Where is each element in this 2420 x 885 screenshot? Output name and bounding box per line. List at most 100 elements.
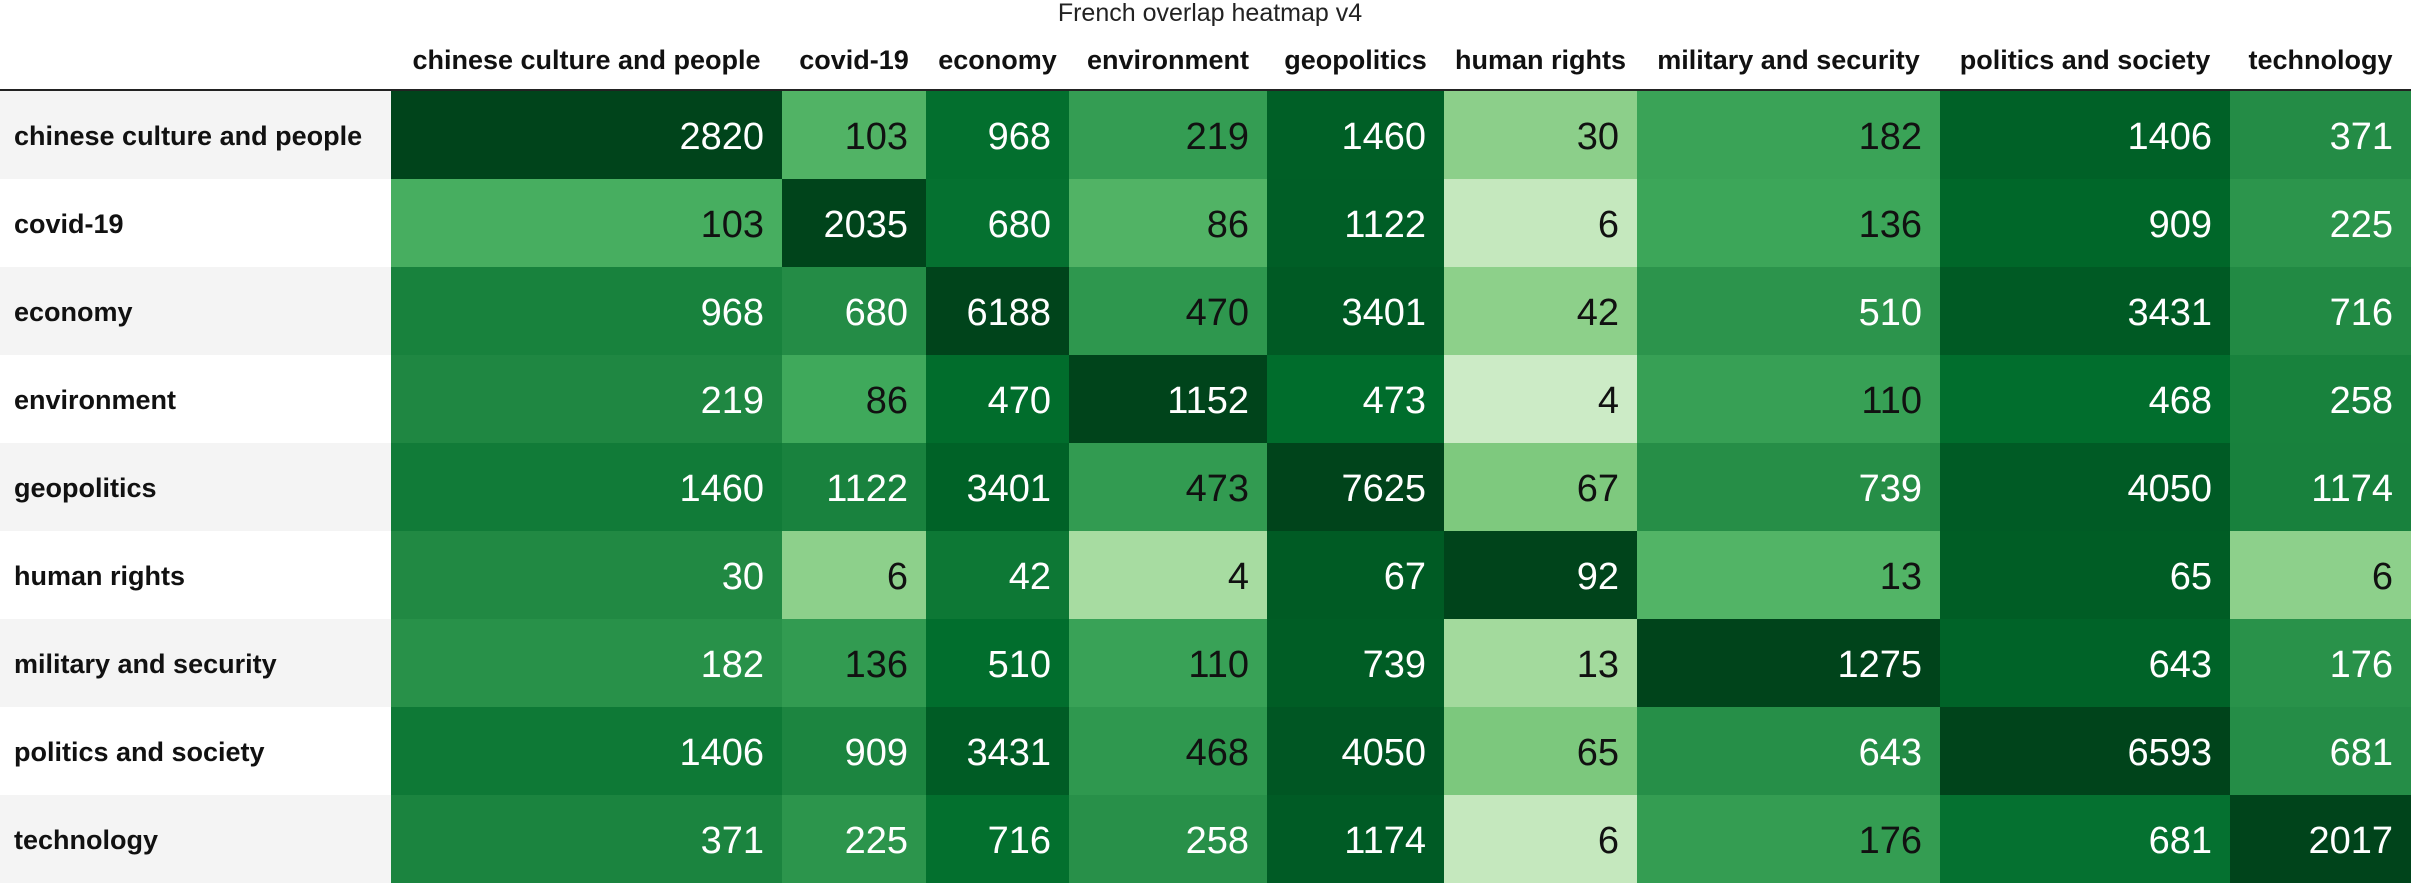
heatmap-cell: [1940, 707, 2230, 795]
column-header: military and security: [1657, 45, 1920, 75]
cell-value-label: 3431: [2127, 292, 2212, 334]
heatmap-cell: [782, 795, 926, 883]
heatmap-cell: [2230, 619, 2411, 707]
heatmap-cell: [391, 531, 782, 619]
heatmap-cell: [2230, 179, 2411, 267]
heatmap-cell: [926, 531, 1069, 619]
cell-value-label: 681: [2149, 820, 2212, 862]
heatmap-cell: [1069, 619, 1267, 707]
heatmap-cell: [1940, 91, 2230, 179]
heatmap-cell: [1637, 91, 1940, 179]
row-header-bg: [0, 619, 391, 707]
cell-value-label: 67: [1384, 556, 1426, 598]
column-header: environment: [1087, 45, 1249, 75]
cell-value-label: 1406: [679, 732, 764, 774]
heatmap-cell: [391, 179, 782, 267]
heatmap-cell: [1940, 795, 2230, 883]
cell-value-label: 103: [701, 204, 764, 246]
row-header-bg: [0, 443, 391, 531]
row-header-bg: [0, 795, 391, 883]
heatmap-cell: [2230, 355, 2411, 443]
cell-value-label: 468: [2149, 380, 2212, 422]
cell-value-label: 42: [1009, 556, 1051, 598]
heatmap-cell: [1940, 179, 2230, 267]
cell-value-label: 6593: [2127, 732, 2212, 774]
cell-value-label: 258: [1186, 820, 1249, 862]
cell-value-label: 86: [866, 380, 908, 422]
cell-value-label: 739: [1363, 644, 1426, 686]
heatmap-cell: [1267, 179, 1444, 267]
cell-value-label: 3431: [966, 732, 1051, 774]
cell-value-label: 6188: [966, 292, 1051, 334]
column-header: human rights: [1455, 45, 1626, 75]
cell-value-label: 739: [1859, 468, 1922, 510]
cell-value-label: 13: [1577, 644, 1619, 686]
heatmap-cell: [1069, 91, 1267, 179]
heatmap-cell: [1637, 531, 1940, 619]
heatmap-cell: [1637, 355, 1940, 443]
cell-value-label: 42: [1577, 292, 1619, 334]
row-header: technology: [14, 825, 158, 855]
heatmap-cell: [1444, 267, 1637, 355]
heatmap-cell: [782, 91, 926, 179]
heatmap-cell: [391, 267, 782, 355]
cell-value-label: 219: [1186, 116, 1249, 158]
heatmap-cell: [926, 707, 1069, 795]
cell-value-label: 136: [1859, 204, 1922, 246]
cell-value-label: 182: [701, 644, 764, 686]
cell-value-label: 1174: [2311, 468, 2393, 510]
heatmap-cell: [926, 443, 1069, 531]
cell-value-label: 371: [2330, 116, 2393, 158]
cell-value-label: 86: [1207, 204, 1249, 246]
column-header: politics and society: [1960, 45, 2211, 75]
cell-value-label: 680: [988, 204, 1051, 246]
heatmap-cell: [1637, 179, 1940, 267]
cell-value-label: 1406: [2127, 116, 2212, 158]
heatmap-cell: [926, 91, 1069, 179]
cell-value-label: 1460: [1341, 116, 1426, 158]
heatmap-cell: [1940, 267, 2230, 355]
cell-value-label: 1152: [1167, 380, 1249, 422]
row-header: military and security: [14, 649, 277, 679]
cell-value-label: 473: [1363, 380, 1426, 422]
cell-value-label: 371: [701, 820, 764, 862]
heatmap-cell: [1637, 443, 1940, 531]
heatmap-cell: [391, 795, 782, 883]
cell-value-label: 468: [1186, 732, 1249, 774]
cell-value-label: 6: [1598, 820, 1619, 862]
cell-value-label: 7625: [1341, 468, 1426, 510]
cell-value-label: 968: [988, 116, 1051, 158]
heatmap-cell: [1069, 531, 1267, 619]
heatmap-cell: [1444, 91, 1637, 179]
heatmap-cell: [1637, 619, 1940, 707]
cell-value-label: 680: [845, 292, 908, 334]
cell-value-label: 1122: [826, 468, 908, 510]
cell-value-label: 65: [1577, 732, 1619, 774]
column-header: chinese culture and people: [412, 45, 760, 75]
heatmap-cell: [1267, 355, 1444, 443]
heatmap-cell: [391, 355, 782, 443]
column-header: covid-19: [799, 45, 909, 75]
heatmap-cell: [391, 619, 782, 707]
cell-value-label: 136: [845, 644, 908, 686]
cell-value-label: 6: [1598, 204, 1619, 246]
cell-value-label: 176: [1859, 820, 1922, 862]
heatmap-cell: [1069, 355, 1267, 443]
heatmap-cell: [782, 355, 926, 443]
heatmap-cell: [1267, 707, 1444, 795]
cell-value-label: 2035: [823, 204, 908, 246]
heatmap-cell: [2230, 267, 2411, 355]
heatmap-cell: [782, 531, 926, 619]
row-header: geopolitics: [14, 473, 157, 503]
cell-value-label: 30: [1577, 116, 1619, 158]
row-header: environment: [14, 385, 176, 415]
cell-value-label: 1275: [1837, 644, 1922, 686]
row-header-bg: [0, 91, 391, 179]
row-header-bg: [0, 531, 391, 619]
row-header: politics and society: [14, 737, 265, 767]
heatmap-cell: [782, 179, 926, 267]
heatmap-cell: [926, 267, 1069, 355]
heatmap-cell: [1069, 179, 1267, 267]
cell-value-label: 6: [887, 556, 908, 598]
heatmap-cell: [1637, 267, 1940, 355]
